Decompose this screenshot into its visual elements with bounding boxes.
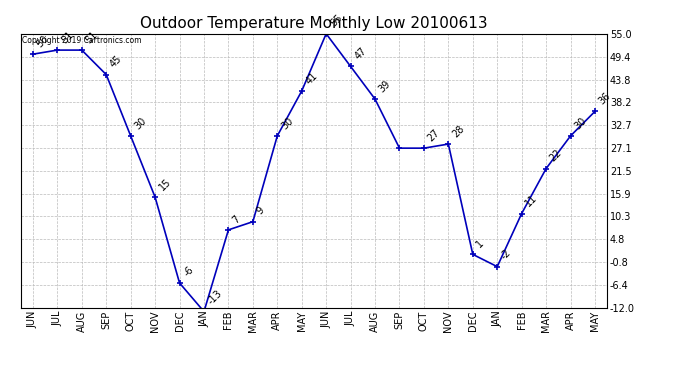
Text: 30: 30 xyxy=(132,115,148,131)
Text: 7: 7 xyxy=(230,213,242,225)
Text: 30: 30 xyxy=(573,115,589,131)
Text: -2: -2 xyxy=(499,248,513,262)
Text: 30: 30 xyxy=(279,115,295,131)
Text: -13: -13 xyxy=(206,288,224,307)
Text: 9: 9 xyxy=(255,206,266,217)
Text: 45: 45 xyxy=(108,54,124,70)
Text: 36: 36 xyxy=(597,91,613,106)
Text: 22: 22 xyxy=(548,148,564,164)
Text: 41: 41 xyxy=(304,70,319,86)
Text: 51: 51 xyxy=(83,29,99,45)
Text: 55: 55 xyxy=(328,13,344,29)
Text: 51: 51 xyxy=(59,29,75,45)
Text: 15: 15 xyxy=(157,177,173,192)
Text: 1: 1 xyxy=(475,238,486,249)
Text: 28: 28 xyxy=(451,123,466,139)
Title: Outdoor Temperature Monthly Low 20100613: Outdoor Temperature Monthly Low 20100613 xyxy=(140,16,488,31)
Text: -6: -6 xyxy=(181,264,195,278)
Text: 11: 11 xyxy=(524,193,540,208)
Text: Copyright 2019 Cartronics.com: Copyright 2019 Cartronics.com xyxy=(22,36,141,45)
Text: 50: 50 xyxy=(35,33,50,49)
Text: 47: 47 xyxy=(353,46,368,62)
Text: 27: 27 xyxy=(426,128,442,143)
Text: 39: 39 xyxy=(377,78,393,94)
